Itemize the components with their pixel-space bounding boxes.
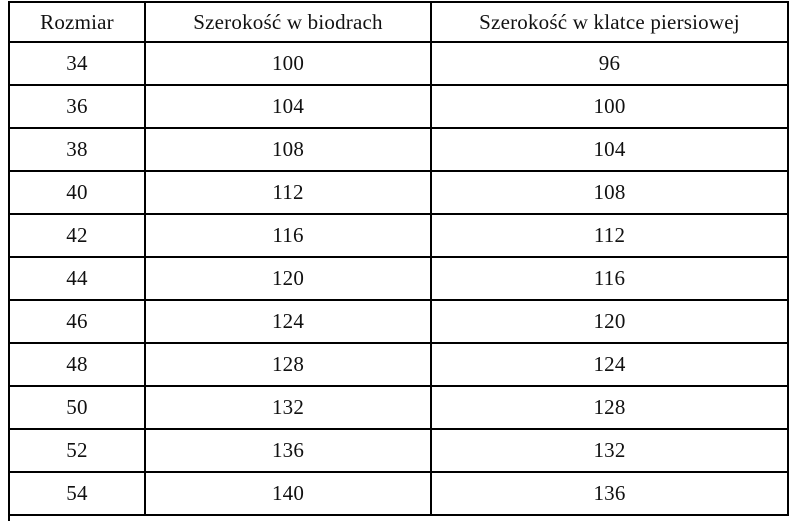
- table-cell: 100: [144, 41, 432, 86]
- column-header: Szerokość w biodrach: [144, 1, 432, 43]
- table-cell: 120: [144, 256, 432, 301]
- size-chart-table: Rozmiar Szerokość w biodrach Szerokość w k…: [8, 1, 789, 516]
- table-row: 50 132 128: [8, 385, 789, 430]
- table-cell: 52: [8, 428, 146, 473]
- table-cell: 48: [8, 342, 146, 387]
- table-cell: 38: [8, 127, 146, 172]
- table-body: 34 100 96 36 104 100 38 108 104 40 112 108 42 116 112 4…: [8, 41, 789, 516]
- table-row: 42 116 112: [8, 213, 789, 258]
- table-cell: 112: [430, 213, 789, 258]
- table-cell: 128: [430, 385, 789, 430]
- table-cell: 108: [144, 127, 432, 172]
- table-cell: 124: [144, 299, 432, 344]
- table-cell: 140: [144, 471, 432, 516]
- table-cell: 128: [144, 342, 432, 387]
- table-row: 46 124 120: [8, 299, 789, 344]
- table-cell: 112: [144, 170, 432, 215]
- column-header: Szerokość w klatce piersiowej: [430, 1, 789, 43]
- table-cell: 116: [144, 213, 432, 258]
- table-cell: 36: [8, 84, 146, 129]
- table-row: 34 100 96: [8, 41, 789, 86]
- table-cell: 108: [430, 170, 789, 215]
- table-cell: 50: [8, 385, 146, 430]
- table-row: 48 128 124: [8, 342, 789, 387]
- table-cell: 40: [8, 170, 146, 215]
- table-cell: 54: [8, 471, 146, 516]
- column-header: Rozmiar: [8, 1, 146, 43]
- cutoff-border-fragment: [8, 515, 10, 521]
- table-cell: 116: [430, 256, 789, 301]
- table-cell: 96: [430, 41, 789, 86]
- table-cell: 46: [8, 299, 146, 344]
- table-row: 44 120 116: [8, 256, 789, 301]
- table-cell: 132: [144, 385, 432, 430]
- table-cell: 104: [430, 127, 789, 172]
- table-cell: 34: [8, 41, 146, 86]
- table-row: 36 104 100: [8, 84, 789, 129]
- table-cell: 42: [8, 213, 146, 258]
- table-cell: 136: [430, 471, 789, 516]
- table-cell: 104: [144, 84, 432, 129]
- table-cell: 124: [430, 342, 789, 387]
- table-row: 38 108 104: [8, 127, 789, 172]
- table-cell: 132: [430, 428, 789, 473]
- table-row: 40 112 108: [8, 170, 789, 215]
- table-row: 54 140 136: [8, 471, 789, 516]
- table-cell: 136: [144, 428, 432, 473]
- header-row: Rozmiar Szerokość w biodrach Szerokość w k…: [8, 1, 789, 43]
- table-cell: 120: [430, 299, 789, 344]
- table-row: 52 136 132: [8, 428, 789, 473]
- table-cell: 44: [8, 256, 146, 301]
- table-cell: 100: [430, 84, 789, 129]
